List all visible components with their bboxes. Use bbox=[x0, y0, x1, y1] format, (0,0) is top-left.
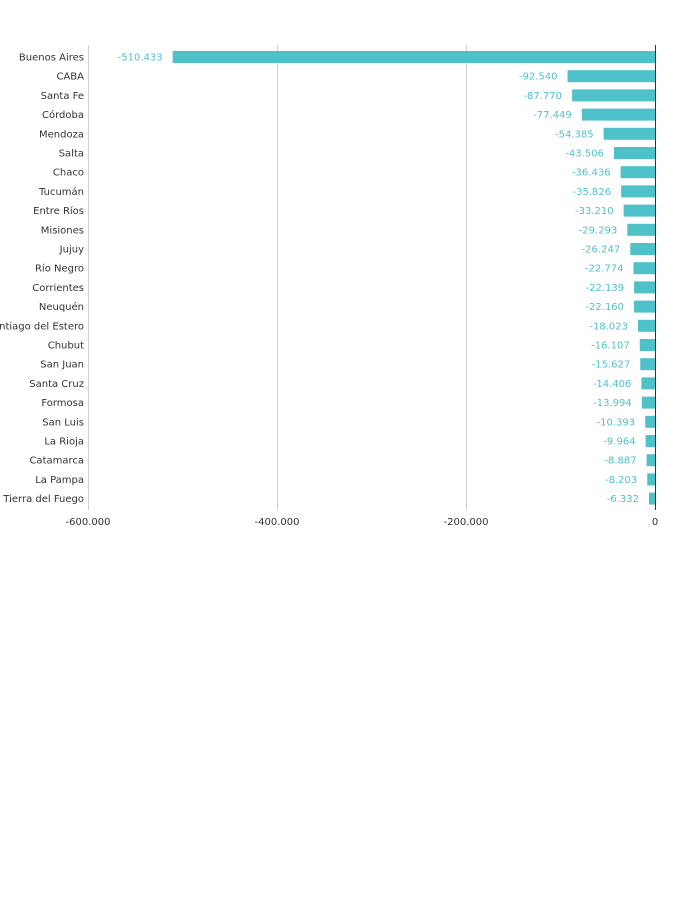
data-label: -510.433 bbox=[118, 53, 163, 64]
data-label: -13.994 bbox=[593, 398, 632, 409]
category-label: Córdoba bbox=[42, 109, 84, 121]
data-label: -10.393 bbox=[597, 417, 636, 428]
category-label: San Juan bbox=[40, 360, 84, 371]
bar bbox=[634, 281, 655, 294]
category-label: Tucumán bbox=[38, 186, 84, 198]
data-label: -8.887 bbox=[604, 456, 636, 467]
bar bbox=[645, 415, 655, 428]
bar bbox=[646, 454, 655, 467]
bar bbox=[623, 204, 655, 217]
data-label: -22.139 bbox=[585, 283, 624, 294]
data-label: -15.627 bbox=[592, 360, 631, 371]
category-label: Corrientes bbox=[32, 283, 84, 294]
category-label: CABA bbox=[56, 72, 84, 83]
data-label: -43.506 bbox=[565, 149, 604, 160]
data-label: -22.160 bbox=[585, 302, 624, 313]
data-label: -35.826 bbox=[573, 187, 612, 198]
bar bbox=[649, 492, 655, 505]
data-label: -92.540 bbox=[519, 72, 558, 83]
bar bbox=[639, 339, 655, 351]
bar bbox=[637, 319, 655, 332]
data-label: -87.770 bbox=[523, 91, 562, 102]
bar bbox=[634, 300, 655, 313]
x-tick-label: -200.000 bbox=[444, 517, 489, 528]
data-label: -6.332 bbox=[607, 494, 639, 505]
bar bbox=[621, 185, 655, 198]
bar bbox=[572, 89, 655, 102]
bar bbox=[630, 243, 655, 255]
category-label: Misiones bbox=[41, 225, 84, 236]
category-label: La Rioja bbox=[44, 437, 84, 448]
x-tick-label: 0 bbox=[652, 517, 658, 528]
bar-layer bbox=[172, 51, 655, 505]
bar bbox=[567, 70, 655, 83]
bar bbox=[627, 223, 655, 236]
category-label: Buenos Aires bbox=[19, 53, 84, 64]
category-label: San Luis bbox=[42, 417, 84, 428]
bar bbox=[641, 396, 655, 409]
data-label: -54.385 bbox=[555, 129, 594, 140]
data-label: -36.436 bbox=[572, 168, 611, 179]
x-tick-label: -400.000 bbox=[255, 517, 300, 528]
category-label: Catamarca bbox=[29, 456, 84, 467]
data-label: -8.203 bbox=[605, 475, 637, 486]
category-label: Santa Cruz bbox=[29, 379, 84, 390]
value-axis: -600.000 -400.000 -200.000 0 bbox=[66, 517, 659, 528]
data-label: -29.293 bbox=[579, 225, 618, 236]
data-label: -22.774 bbox=[585, 264, 624, 275]
bar bbox=[613, 147, 655, 159]
category-label: Tierra del Fuego bbox=[2, 494, 84, 505]
category-label: Entre Ríos bbox=[33, 205, 84, 217]
bar bbox=[603, 127, 655, 140]
category-label: Formosa bbox=[41, 398, 84, 409]
category-label: Santiago del Estero bbox=[0, 321, 84, 332]
category-label: Chaco bbox=[53, 168, 84, 179]
data-label: -33.210 bbox=[575, 206, 614, 217]
category-label: Mendoza bbox=[39, 129, 84, 140]
data-label: -9.964 bbox=[603, 437, 635, 448]
bar bbox=[641, 377, 655, 390]
bar bbox=[640, 358, 655, 371]
bar bbox=[620, 166, 655, 179]
category-label: Jujuy bbox=[59, 245, 84, 256]
category-label: La Pampa bbox=[35, 475, 84, 486]
bar bbox=[645, 435, 655, 447]
bar bbox=[647, 473, 655, 486]
data-label: -77.449 bbox=[533, 110, 572, 121]
grid-layer bbox=[88, 45, 656, 510]
category-label: Santa Fe bbox=[41, 91, 84, 102]
x-tick-label: -600.000 bbox=[66, 517, 111, 528]
category-label: Río Negro bbox=[35, 263, 84, 275]
data-labels: -510.433 -92.540 -87.770 -77.449 -54.385 -43.… bbox=[118, 53, 639, 506]
bar bbox=[581, 108, 655, 121]
category-label: Salta bbox=[59, 149, 84, 160]
data-label: -18.023 bbox=[589, 321, 628, 332]
data-label: -16.107 bbox=[591, 341, 630, 352]
category-axis: Buenos Aires CABA Santa Fe Córdoba Mendoza Sa… bbox=[0, 53, 84, 506]
data-label: -14.406 bbox=[593, 379, 632, 390]
bar bbox=[172, 51, 655, 63]
category-label: Chubut bbox=[48, 341, 84, 352]
bar bbox=[633, 262, 655, 275]
category-label: Neuquén bbox=[39, 301, 84, 313]
data-label: -26.247 bbox=[582, 245, 621, 256]
